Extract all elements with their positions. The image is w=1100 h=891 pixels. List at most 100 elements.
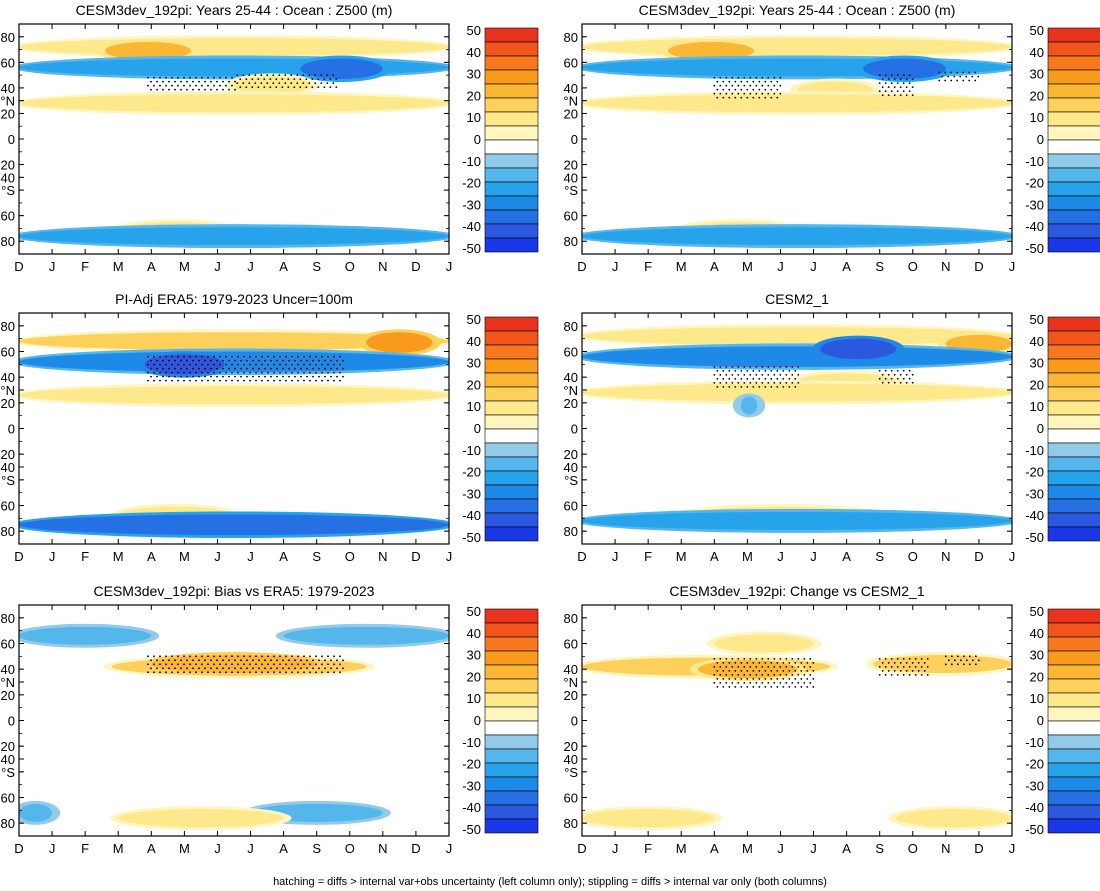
stipple-dot bbox=[297, 355, 299, 358]
y-tick-label: 20 bbox=[564, 688, 578, 703]
stipple-dot bbox=[887, 86, 890, 89]
stipple-dot bbox=[722, 96, 725, 99]
stipple-dot bbox=[953, 75, 956, 78]
x-tick-label: M bbox=[676, 841, 687, 856]
stipple-dot bbox=[974, 663, 977, 666]
stipple-dot bbox=[764, 678, 767, 680]
stipple-dot bbox=[192, 375, 194, 378]
colorbar-label: -40 bbox=[462, 508, 481, 523]
x-tick-label: S bbox=[875, 841, 884, 856]
stipple-dot bbox=[162, 659, 164, 662]
stipple-dot bbox=[315, 671, 317, 674]
stipple-dot bbox=[743, 374, 746, 376]
stipple-dot bbox=[278, 74, 281, 77]
stipple-dot bbox=[722, 678, 725, 680]
stipple-dot bbox=[312, 375, 314, 378]
x-tick-label: O bbox=[345, 259, 355, 274]
colorbar: 50 40 30 20 10 0 -10 -20 -30 -40 -50 bbox=[462, 23, 539, 256]
panel-top-right: CESM3dev_192pi: Years 25-44 : Ocean : Z5… bbox=[563, 2, 1100, 274]
stipple-dot bbox=[890, 658, 893, 660]
contour-positive-core bbox=[714, 634, 814, 653]
x-tick-label: D bbox=[14, 549, 23, 564]
y-tick-label: 40 bbox=[1, 170, 15, 185]
stipple-dot bbox=[275, 78, 278, 81]
stipple-dot bbox=[165, 355, 167, 358]
colorbar: 50 40 30 20 10 0 -10 -20 -30 -40 -50 bbox=[1025, 312, 1100, 545]
stipple-dot bbox=[761, 382, 764, 384]
stipple-dot bbox=[761, 658, 764, 660]
stipple-dot bbox=[716, 96, 719, 99]
stipple-dot bbox=[800, 678, 803, 680]
stipple-dot bbox=[225, 76, 227, 79]
stipple-dot bbox=[272, 74, 275, 77]
stipple-dot bbox=[213, 671, 215, 674]
stipple-dot bbox=[180, 88, 182, 91]
stipple-dot bbox=[743, 674, 746, 676]
stipple-dot bbox=[923, 662, 926, 664]
stipple-dot bbox=[287, 78, 290, 81]
stipple-dot bbox=[237, 671, 239, 674]
stipple-dot bbox=[153, 371, 155, 374]
stipple-dot bbox=[329, 78, 332, 81]
stipple-dot bbox=[216, 659, 218, 662]
colorbar-swatch bbox=[484, 55, 539, 71]
stipple-dot bbox=[252, 375, 254, 378]
stipple-dot bbox=[174, 367, 176, 370]
y-tick-label: 20 bbox=[564, 106, 578, 121]
stipple-dot bbox=[749, 92, 752, 95]
colorbar-swatch bbox=[1047, 97, 1100, 113]
stipple-dot bbox=[204, 667, 206, 670]
stipple-dot bbox=[968, 71, 971, 74]
x-tick-label: J bbox=[214, 841, 221, 856]
colorbar-swatch bbox=[1047, 608, 1100, 624]
stipple-dot bbox=[920, 674, 923, 676]
stipple-dot bbox=[881, 373, 884, 376]
x-tick-label: J bbox=[214, 549, 221, 564]
stipple-dot bbox=[719, 674, 722, 676]
stipple-dot bbox=[893, 78, 896, 81]
stipple-dot bbox=[722, 370, 725, 372]
stipple-dot bbox=[249, 371, 251, 374]
y-tick-label: 60 bbox=[564, 499, 578, 514]
stipple-dot bbox=[725, 658, 728, 660]
stipple-dot bbox=[192, 367, 194, 370]
stipple-dot bbox=[150, 659, 152, 662]
x-tick-label: M bbox=[179, 841, 190, 856]
y-tick-label: 80 bbox=[1, 30, 15, 45]
stipple-dot bbox=[278, 82, 281, 85]
stipple-dot bbox=[333, 355, 335, 358]
stipple-dot bbox=[890, 674, 893, 676]
field bbox=[582, 631, 1012, 831]
colorbar-swatch bbox=[1047, 428, 1100, 444]
colorbar-swatch bbox=[484, 386, 539, 402]
stipple-dot bbox=[722, 378, 725, 380]
colorbar-swatch bbox=[1047, 442, 1100, 458]
x-tick-label: J bbox=[810, 549, 817, 564]
stipple-dot bbox=[977, 75, 980, 78]
stipple-dot bbox=[201, 84, 203, 87]
stipple-dot bbox=[279, 379, 281, 382]
stipple-dot bbox=[716, 662, 719, 664]
stipple-dot bbox=[308, 82, 311, 85]
stipple-dot bbox=[162, 359, 164, 362]
stipple-dot bbox=[890, 82, 893, 85]
stipple-dot bbox=[884, 658, 887, 660]
stipple-dot bbox=[938, 79, 941, 82]
stipple-dot bbox=[282, 359, 284, 362]
stipple-dot bbox=[725, 76, 728, 79]
stipple-dot bbox=[761, 84, 764, 87]
colorbar-label: -30 bbox=[1025, 197, 1044, 212]
stipple-dot bbox=[294, 375, 296, 378]
stipple-dot bbox=[755, 658, 758, 660]
x-tick-label: A bbox=[710, 841, 719, 856]
stipple-dot bbox=[273, 663, 275, 666]
stipple-dot bbox=[785, 366, 788, 368]
stipple-dot bbox=[195, 355, 197, 358]
x-tick-label: A bbox=[842, 549, 851, 564]
stipple-dot bbox=[168, 359, 170, 362]
stipple-dot bbox=[162, 367, 164, 370]
x-tick-label: J bbox=[1009, 841, 1016, 856]
stipple-dot bbox=[213, 84, 215, 87]
stipple-dot bbox=[884, 90, 887, 93]
stipple-dot bbox=[881, 662, 884, 664]
